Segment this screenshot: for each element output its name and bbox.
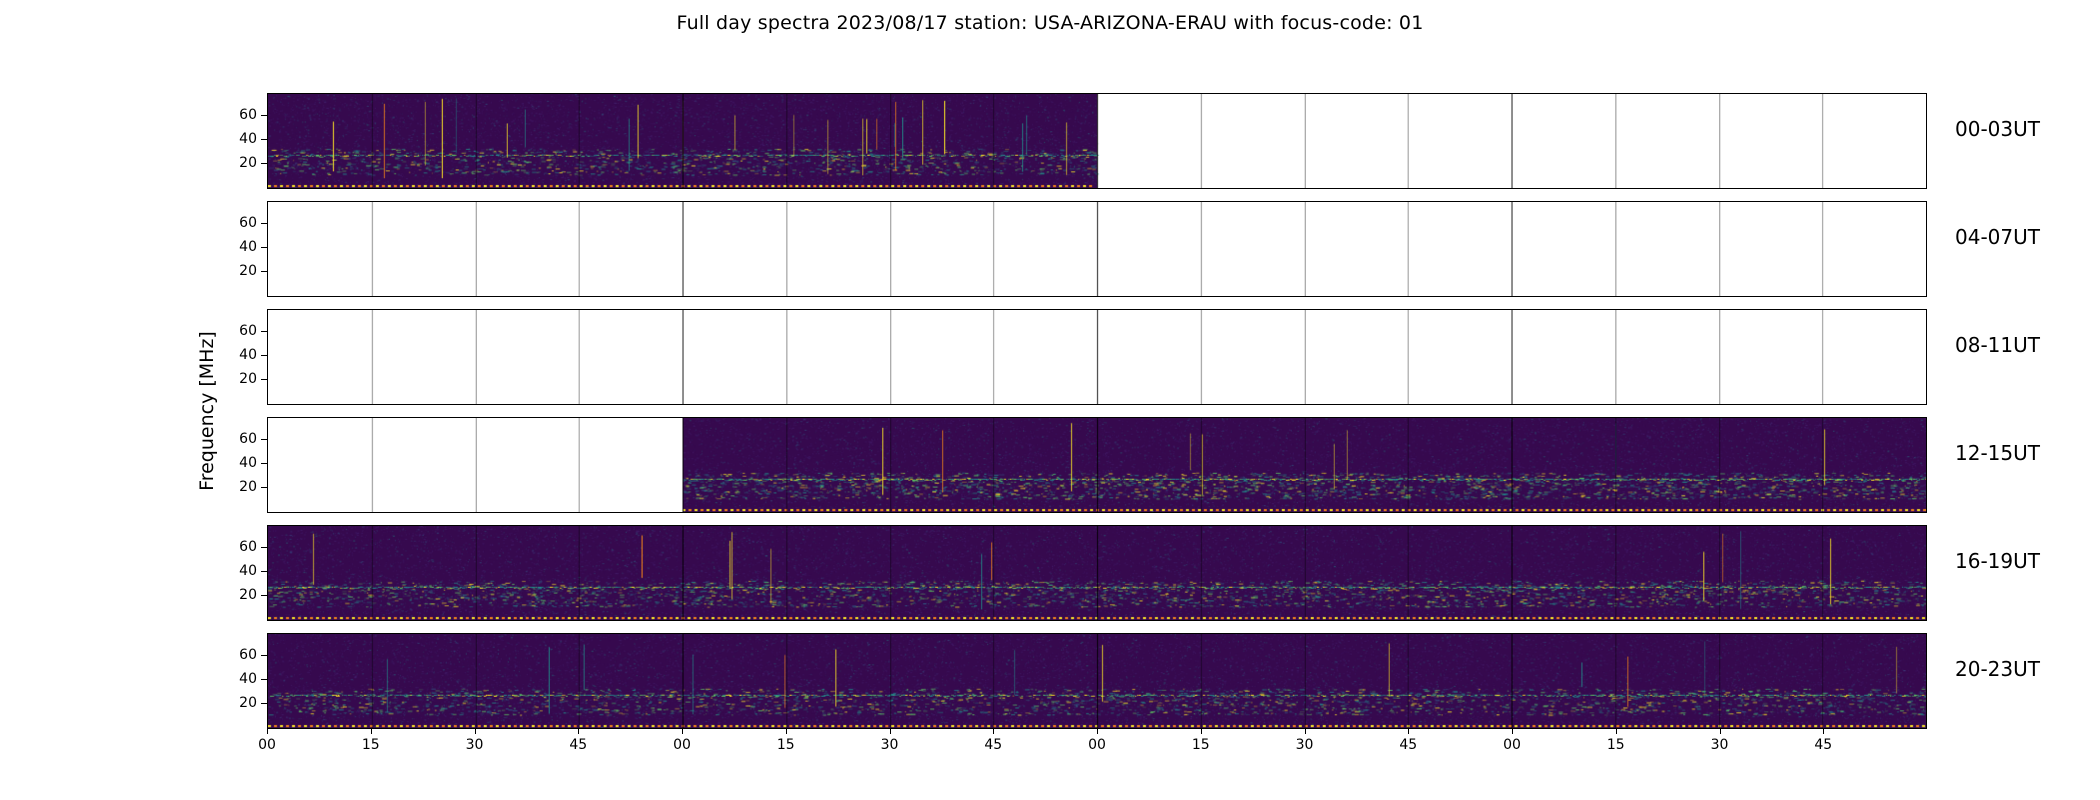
x-tick-label: 15 <box>1191 737 1210 753</box>
y-tick-mark <box>261 223 267 224</box>
x-tick-label: 45 <box>1399 737 1418 753</box>
y-tick-mark <box>261 439 267 440</box>
spectrogram-canvas-04-07UT <box>268 202 1926 296</box>
x-tick-label: 30 <box>1710 737 1729 753</box>
y-tick-mark <box>261 595 267 596</box>
y-tick-mark <box>261 115 267 116</box>
y-tick-mark <box>261 379 267 380</box>
row-label-08-11UT: 08-11UT <box>1955 333 2040 357</box>
x-tick-label: 15 <box>361 737 380 753</box>
spectrogram-panel-20-23UT <box>267 633 1927 729</box>
x-tick-mark <box>267 729 268 734</box>
row-label-00-03UT: 00-03UT <box>1955 117 2040 141</box>
y-tick-mark <box>261 655 267 656</box>
spectrogram-panel-00-03UT <box>267 93 1927 189</box>
x-tick-mark <box>1823 729 1824 734</box>
y-tick-label: 20 <box>239 155 257 172</box>
x-tick-mark <box>993 729 994 734</box>
x-tick-mark <box>1720 729 1721 734</box>
row-label-04-07UT: 04-07UT <box>1955 225 2040 249</box>
y-tick-label: 20 <box>239 263 257 280</box>
spectrogram-panel-08-11UT <box>267 309 1927 405</box>
y-tick-mark <box>261 247 267 248</box>
x-tick-mark <box>1201 729 1202 734</box>
y-tick-label: 40 <box>239 455 257 472</box>
chart-title: Full day spectra 2023/08/17 station: USA… <box>676 12 1424 34</box>
spectrogram-canvas-20-23UT <box>268 634 1926 728</box>
x-tick-mark <box>1512 729 1513 734</box>
y-tick-label: 40 <box>239 563 257 580</box>
spectrogram-panel-16-19UT <box>267 525 1927 621</box>
x-tick-label: 00 <box>1088 737 1106 753</box>
y-tick-label: 40 <box>239 131 257 148</box>
x-tick-mark <box>786 729 787 734</box>
y-tick-label: 40 <box>239 239 257 256</box>
y-tick-label: 60 <box>239 214 257 231</box>
x-tick-label: 00 <box>1503 737 1521 753</box>
spectrogram-panel-12-15UT <box>267 417 1927 513</box>
row-label-16-19UT: 16-19UT <box>1955 549 2040 573</box>
row-label-12-15UT: 12-15UT <box>1955 441 2040 465</box>
y-tick-mark <box>261 547 267 548</box>
x-tick-mark <box>1408 729 1409 734</box>
x-tick-label: 15 <box>1606 737 1625 753</box>
y-tick-label: 60 <box>239 106 257 123</box>
y-tick-label: 20 <box>239 695 257 712</box>
y-tick-mark <box>261 463 267 464</box>
x-tick-mark <box>890 729 891 734</box>
x-tick-mark <box>1305 729 1306 734</box>
spectrogram-canvas-08-11UT <box>268 310 1926 404</box>
x-tick-label: 30 <box>880 737 899 753</box>
y-axis-label: Frequency [MHz] <box>196 331 218 491</box>
x-tick-label: 30 <box>1295 737 1314 753</box>
y-tick-mark <box>261 703 267 704</box>
y-tick-mark <box>261 571 267 572</box>
x-tick-label: 15 <box>776 737 795 753</box>
y-tick-label: 40 <box>239 671 257 688</box>
x-tick-label: 00 <box>258 737 276 753</box>
spectrogram-canvas-16-19UT <box>268 526 1926 620</box>
y-tick-mark <box>261 163 267 164</box>
x-tick-mark <box>578 729 579 734</box>
x-tick-label: 45 <box>1814 737 1833 753</box>
y-tick-label: 60 <box>239 646 257 663</box>
y-tick-mark <box>261 139 267 140</box>
y-tick-label: 60 <box>239 430 257 447</box>
x-tick-mark <box>682 729 683 734</box>
spectrogram-canvas-12-15UT <box>268 418 1926 512</box>
spectrogram-canvas-00-03UT <box>268 94 1926 188</box>
x-tick-mark <box>475 729 476 734</box>
y-tick-mark <box>261 271 267 272</box>
y-tick-label: 20 <box>239 587 257 604</box>
x-tick-label: 30 <box>465 737 484 753</box>
y-tick-label: 60 <box>239 538 257 555</box>
y-tick-mark <box>261 331 267 332</box>
x-tick-label: 45 <box>569 737 588 753</box>
x-tick-label: 00 <box>673 737 691 753</box>
x-tick-mark <box>1097 729 1098 734</box>
x-tick-label: 45 <box>984 737 1003 753</box>
y-tick-label: 20 <box>239 371 257 388</box>
y-tick-mark <box>261 679 267 680</box>
y-tick-mark <box>261 487 267 488</box>
row-label-20-23UT: 20-23UT <box>1955 657 2040 681</box>
x-tick-mark <box>371 729 372 734</box>
spectrogram-panel-04-07UT <box>267 201 1927 297</box>
x-tick-mark <box>1616 729 1617 734</box>
y-tick-label: 60 <box>239 322 257 339</box>
y-tick-label: 20 <box>239 479 257 496</box>
y-tick-label: 40 <box>239 347 257 364</box>
y-tick-mark <box>261 355 267 356</box>
